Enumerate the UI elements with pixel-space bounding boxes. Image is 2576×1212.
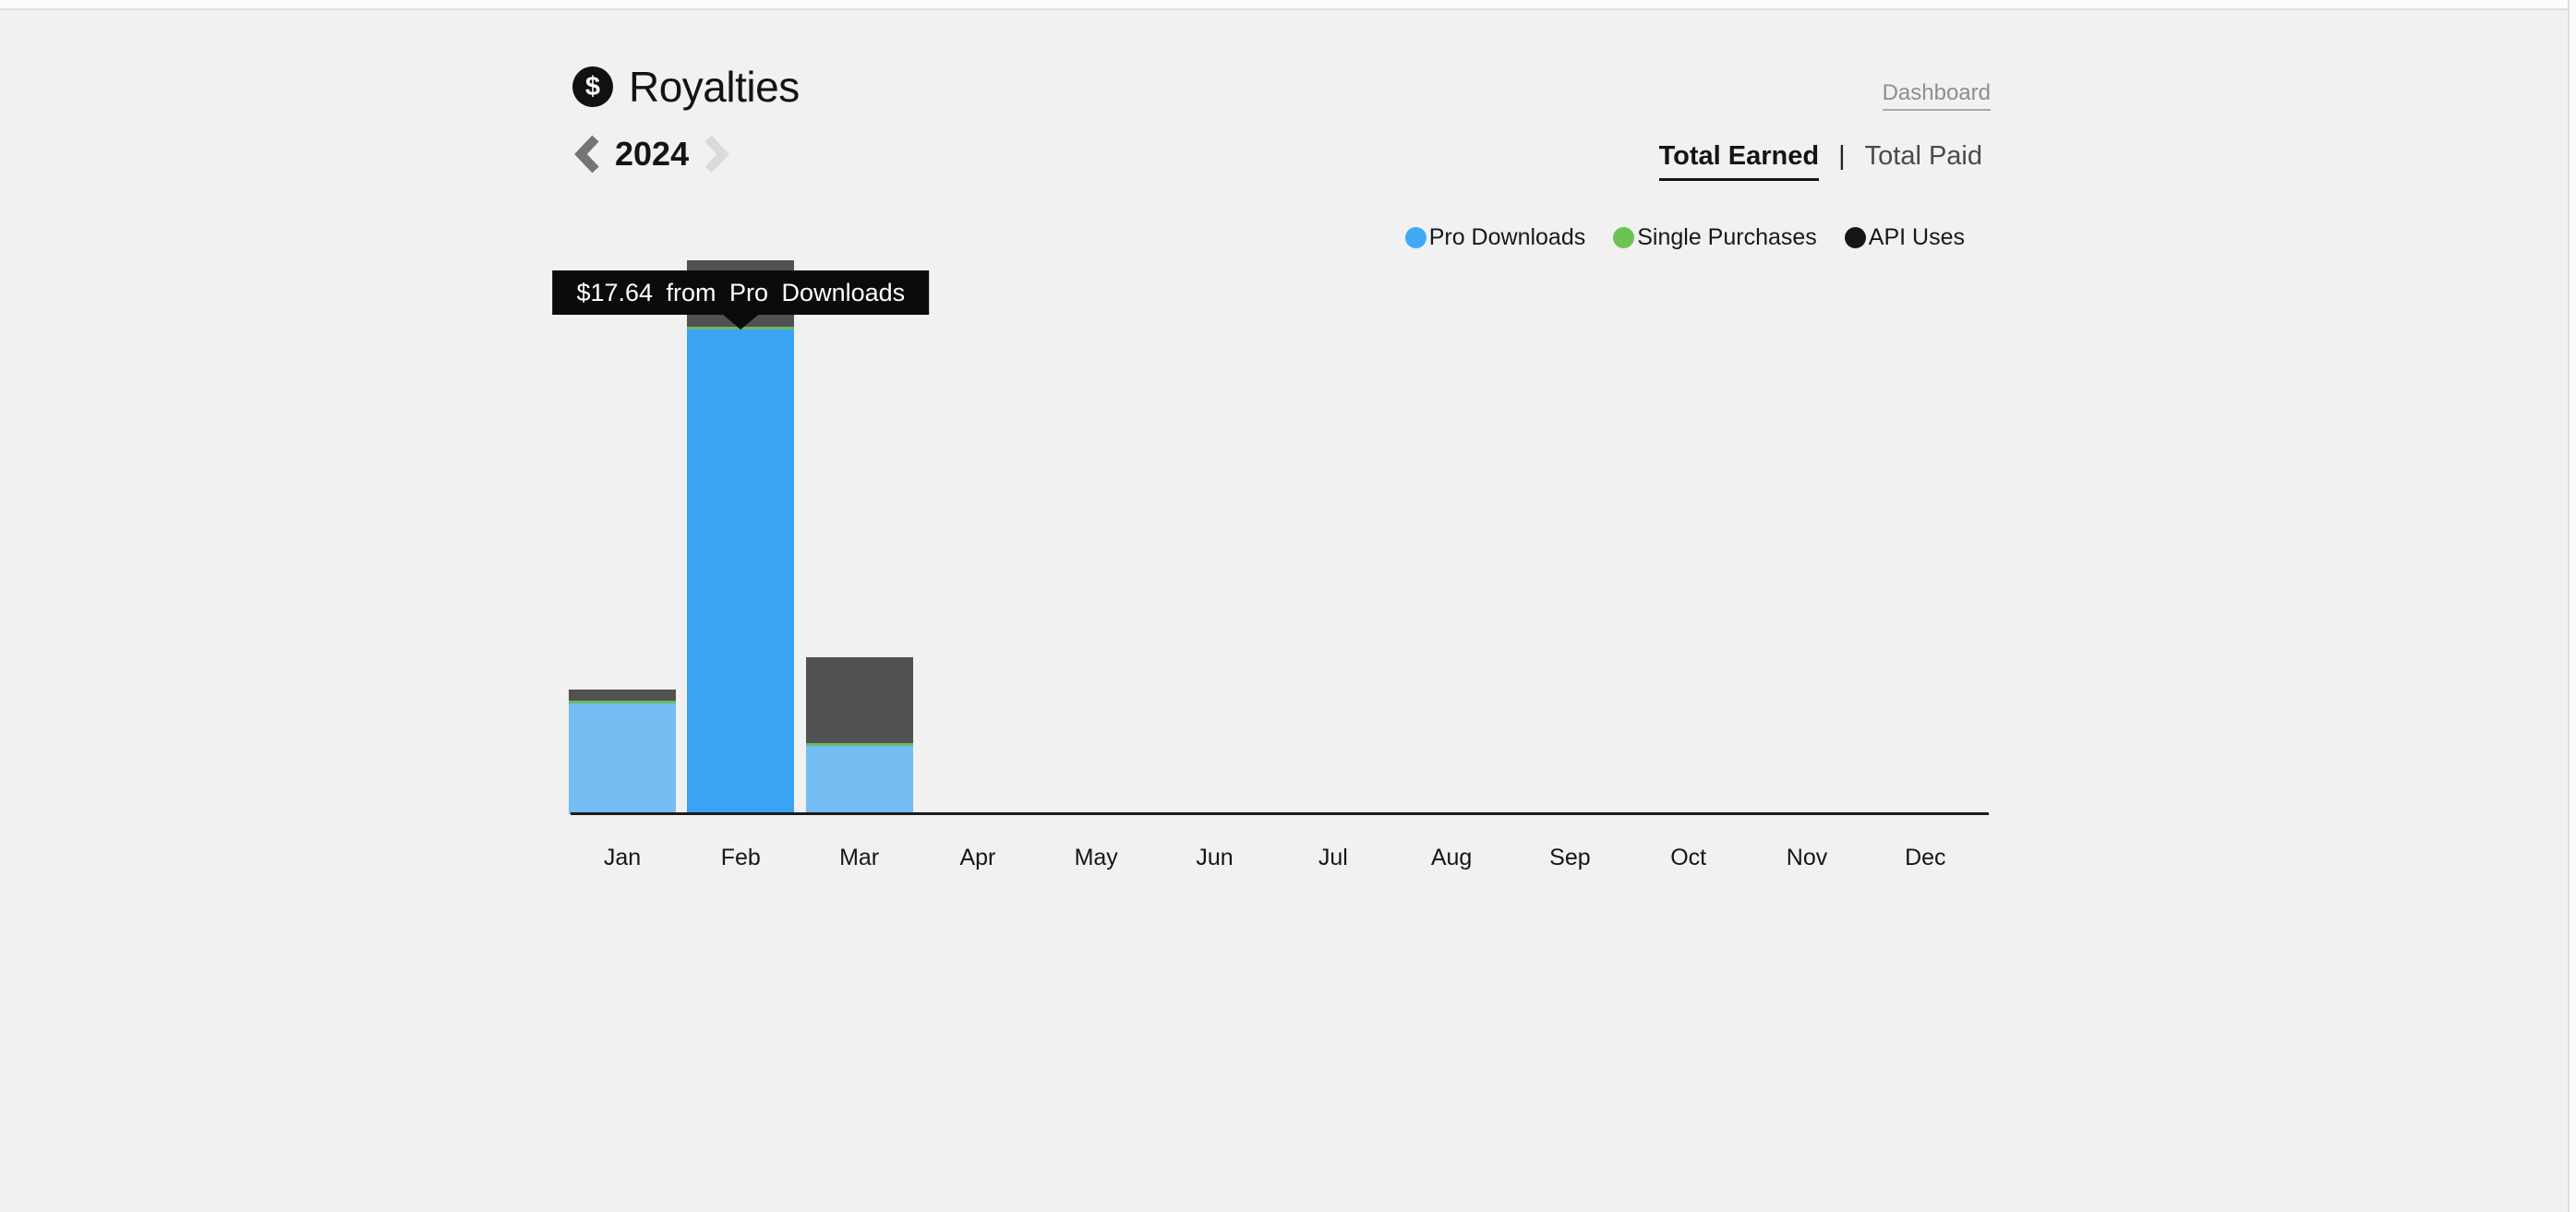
legend-dot-icon [1613, 227, 1635, 248]
month-label: Oct [1670, 845, 1707, 870]
legend-item[interactable]: Single Purchases [1613, 224, 1817, 251]
legend-label: API Uses [1868, 224, 1965, 250]
month-label: Dec [1905, 845, 1946, 870]
chevron-right-icon [704, 135, 729, 174]
bar[interactable] [805, 656, 913, 814]
tooltip: $17.64 from Pro Downloads [552, 270, 930, 330]
dashboard-link[interactable]: Dashboard [1882, 80, 1991, 111]
page-title: Royalties [629, 63, 800, 111]
bar-segment [805, 742, 913, 746]
bar-segment [569, 703, 676, 814]
tooltip-text: $17.64 from Pro Downloads [576, 279, 906, 306]
tab-separator: | [1838, 141, 1846, 171]
month-label: Aug [1430, 845, 1473, 870]
next-year-button[interactable] [704, 135, 729, 174]
dollar-icon: $ [572, 66, 613, 107]
legend-dot-icon [1844, 227, 1866, 248]
month-label: Jul [1318, 845, 1348, 870]
month-label: Mar [839, 845, 880, 870]
month-label: Jan [603, 845, 642, 870]
month-label: May [1074, 845, 1118, 870]
scrollbar-track[interactable] [2568, 0, 2576, 1212]
month-label: Nov [1786, 845, 1828, 870]
legend-dot-icon [1404, 227, 1426, 248]
year-label: 2024 [615, 135, 690, 173]
legend-label: Pro Downloads [1428, 224, 1586, 250]
x-axis-line [571, 812, 1989, 815]
legend: Pro Downloads Single Purchases API Uses [1404, 224, 1965, 251]
bar-segment [569, 689, 676, 702]
tabs: Total Earned | Total Paid [1658, 141, 1982, 181]
month-label: Sep [1549, 845, 1591, 870]
year-nav: 2024 [574, 135, 729, 174]
legend-item[interactable]: Pro Downloads [1404, 224, 1586, 251]
month-label: Apr [959, 845, 996, 870]
bar-segment [687, 330, 795, 814]
bar[interactable] [687, 260, 795, 814]
bar-segment [805, 745, 913, 814]
tab-total-earned[interactable]: Total Earned [1658, 141, 1820, 181]
legend-item[interactable]: API Uses [1844, 224, 1965, 251]
month-label: Jun [1196, 845, 1234, 870]
legend-label: Single Purchases [1637, 224, 1817, 250]
chevron-left-icon [574, 135, 599, 174]
bar-segment [805, 656, 913, 743]
tooltip-arrow [723, 315, 759, 330]
top-bar [0, 0, 2576, 10]
header: $ Royalties [572, 62, 800, 112]
bar-segment [569, 701, 676, 704]
bar[interactable] [569, 689, 676, 814]
tab-total-paid[interactable]: Total Paid [1864, 141, 1982, 171]
month-label: Feb [720, 845, 761, 870]
prev-year-button[interactable] [574, 135, 599, 174]
